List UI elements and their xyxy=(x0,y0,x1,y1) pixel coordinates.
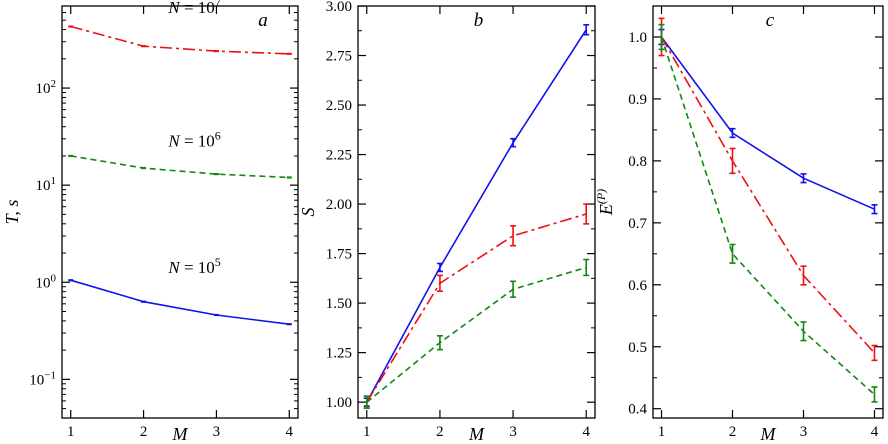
y-tick-label: 0.9 xyxy=(628,92,647,108)
y-axis-label-superscript: (P) xyxy=(594,189,608,204)
x-tick-label: 2 xyxy=(140,424,148,440)
y-tick-label: 0.7 xyxy=(628,216,647,232)
series-line xyxy=(660,36,876,354)
panel-c: 0.4 0.5 0.6 0.7 0.8 0.9 1.0 1 2 3 4 c M E(P) xyxy=(594,5,884,444)
y-axis-label: S xyxy=(298,208,318,217)
plot-frame xyxy=(652,5,884,419)
annotation-exponent: 6 xyxy=(215,129,221,143)
y-tick-label: 0.8 xyxy=(628,154,647,170)
x-tick-label: 3 xyxy=(509,424,517,440)
series-annotation: N = 105 xyxy=(167,255,220,277)
y-axis-label-main: E xyxy=(596,204,616,216)
y-tick-label: 100 xyxy=(36,272,57,291)
series-line xyxy=(70,155,290,179)
annotation-equals: = 10 xyxy=(180,258,215,277)
annotation-equals: = 10 xyxy=(180,0,215,17)
x-tick-label: 4 xyxy=(286,424,294,440)
series-line xyxy=(660,36,875,210)
annotation-symbol: N xyxy=(167,132,181,151)
x-axis-label: M xyxy=(172,424,189,444)
x-tick-label: 3 xyxy=(213,424,221,440)
y-tick-label: 0.4 xyxy=(628,402,647,418)
x-tick-label: 2 xyxy=(436,424,444,440)
y-tick-base: 10 xyxy=(36,81,51,97)
x-tick-label: 1 xyxy=(658,424,666,440)
y-tick-label: 1.25 xyxy=(326,346,352,362)
x-tick-label: 3 xyxy=(800,424,808,440)
series-line xyxy=(70,279,290,325)
y-tick-exponent: −1 xyxy=(44,369,56,381)
y-tick-label: 1.00 xyxy=(326,395,352,411)
y-tick-exponent: 2 xyxy=(51,78,57,90)
y-tick-label: 0.6 xyxy=(628,278,647,294)
y-tick-label: 3.00 xyxy=(326,0,352,15)
annotation-equals: = 10 xyxy=(180,132,215,151)
series-line xyxy=(366,29,587,403)
annotation-symbol: N xyxy=(167,258,181,277)
y-tick-label: 2.00 xyxy=(326,197,352,213)
panel-b: 1.00 1.25 1.50 1.75 2.00 2.25 2.50 2.75 3.00 1 2 3 4… xyxy=(298,0,596,444)
plot-frame xyxy=(357,5,596,419)
y-tick-label: 1.50 xyxy=(326,296,352,312)
y-tick-label: 0.5 xyxy=(628,340,647,356)
series-line xyxy=(366,266,587,403)
series-annotation: N = 106 xyxy=(167,129,220,151)
x-tick-label: 4 xyxy=(871,424,879,440)
y-tick-label: 2.25 xyxy=(326,148,352,164)
y-tick-exponent: 0 xyxy=(51,272,57,284)
x-axis-label: M xyxy=(468,424,485,444)
x-tick-label: 2 xyxy=(729,424,737,440)
x-tick-label: 1 xyxy=(363,424,371,440)
y-tick-base: 10 xyxy=(36,178,51,194)
y-tick-label: 1.0 xyxy=(628,30,647,46)
y-tick-exponent: 1 xyxy=(51,175,57,187)
series-line xyxy=(70,25,290,55)
plot-frame xyxy=(61,5,299,419)
y-tick-label: 2.50 xyxy=(326,98,352,114)
series-annotation: N = 107 xyxy=(167,0,220,17)
annotation-symbol: N xyxy=(167,0,181,17)
y-tick-label: 102 xyxy=(36,78,57,97)
panel-label: c xyxy=(766,10,775,31)
y-tick-base: 10 xyxy=(36,275,51,291)
y-tick-label: 1.75 xyxy=(326,247,352,263)
y-tick-label: 101 xyxy=(36,175,57,194)
y-tick-base: 10 xyxy=(29,372,44,388)
series-line xyxy=(660,36,876,396)
annotation-exponent: 7 xyxy=(215,0,221,9)
y-tick-label: 10−1 xyxy=(29,369,56,388)
x-tick-label: 4 xyxy=(582,424,590,440)
y-axis-label: E(P) xyxy=(594,189,616,216)
panel-label: b xyxy=(474,10,484,31)
x-tick-label: 1 xyxy=(67,424,75,440)
x-axis-label: M xyxy=(760,424,777,444)
y-axis-label: T, s xyxy=(2,200,22,225)
series-line xyxy=(366,213,587,403)
annotation-exponent: 5 xyxy=(215,255,221,269)
y-tick-label: 2.75 xyxy=(326,49,352,65)
panel-label: a xyxy=(258,10,268,31)
